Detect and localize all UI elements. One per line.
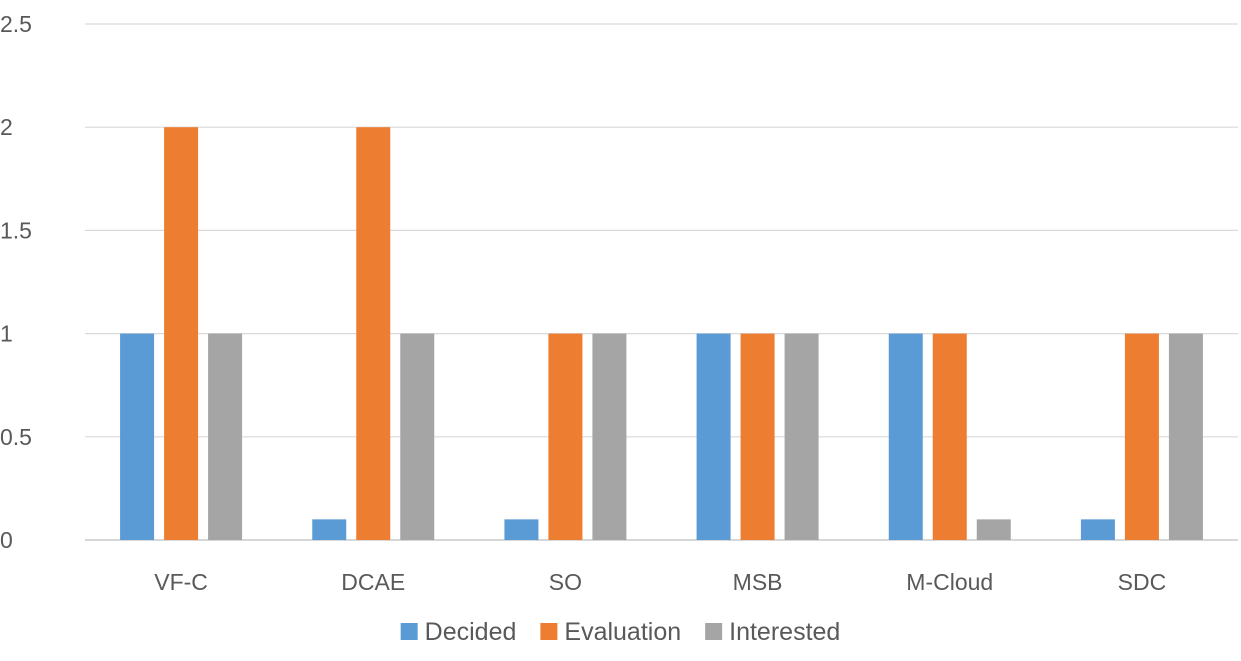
bar-evaluation-sdc — [1124, 333, 1159, 540]
bar-interested-vf-c — [208, 333, 243, 540]
bar-decided-dcae — [312, 519, 347, 540]
y-tick-label: 1 — [0, 321, 13, 347]
bar-interested-sdc — [1168, 333, 1203, 540]
bar-evaluation-m-cloud — [932, 333, 967, 540]
bar-interested-msb — [784, 333, 819, 540]
bar-decided-msb — [696, 333, 731, 540]
y-tick-label: 2 — [0, 114, 13, 140]
legend-swatch — [400, 623, 418, 640]
legend-label: Interested — [729, 618, 840, 646]
x-category-label: SDC — [1118, 569, 1167, 595]
bar-evaluation-dcae — [356, 127, 391, 540]
y-axis-ticks: 0 0.5 1 1.5 2 2.5 — [0, 11, 32, 553]
y-tick-label: 1.5 — [0, 217, 32, 243]
gridlines — [85, 23, 1238, 541]
bar-interested-m-cloud — [976, 519, 1011, 540]
bar-decided-vf-c — [120, 333, 155, 540]
y-tick-label: 0.5 — [0, 424, 32, 450]
legend-item-decided: Decided — [400, 618, 517, 646]
x-category-label: MSB — [733, 569, 783, 595]
legend-item-evaluation: Evaluation — [540, 618, 681, 646]
y-tick-label: 0 — [0, 527, 13, 553]
y-tick-label: 2.5 — [0, 11, 32, 37]
x-category-label: VF-C — [154, 569, 208, 595]
legend-item-interested: Interested — [705, 618, 840, 646]
legend-label: Decided — [425, 618, 517, 646]
legend-swatch — [705, 623, 723, 640]
legend: Decided Evaluation Interested — [400, 618, 840, 646]
x-category-label: DCAE — [341, 569, 405, 595]
bar-decided-m-cloud — [888, 333, 923, 540]
legend-swatch — [540, 623, 558, 640]
bar-decided-so — [504, 519, 539, 540]
bar-evaluation-vf-c — [164, 127, 199, 540]
bar-interested-so — [592, 333, 627, 540]
bar-evaluation-so — [548, 333, 583, 540]
x-axis-categories: VF-C DCAE SO MSB M-Cloud SDC — [154, 569, 1166, 595]
legend-label: Evaluation — [564, 618, 681, 646]
bars — [120, 127, 1203, 540]
bar-interested-dcae — [400, 333, 435, 540]
x-category-label: M-Cloud — [906, 569, 993, 595]
x-category-label: SO — [549, 569, 582, 595]
bar-evaluation-msb — [740, 333, 775, 540]
bar-decided-sdc — [1080, 519, 1115, 540]
